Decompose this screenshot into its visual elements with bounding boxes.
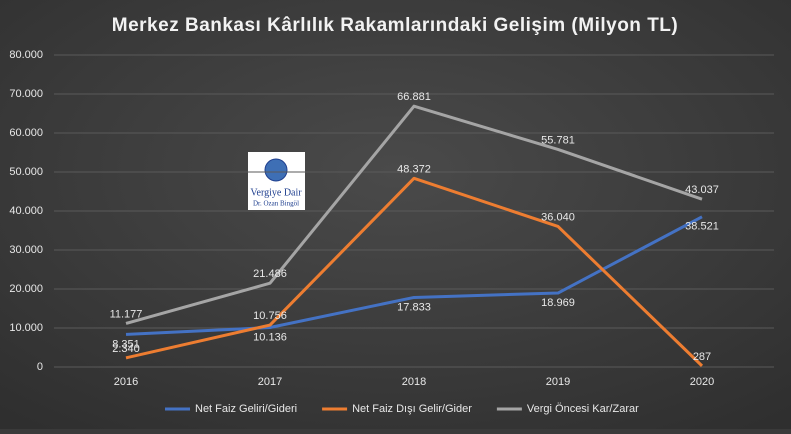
data-label: 66.881 — [397, 91, 431, 103]
y-tick-label: 0 — [37, 361, 43, 373]
y-tick-label: 70.000 — [9, 88, 43, 100]
data-label: 36.040 — [541, 211, 575, 223]
y-tick-label: 80.000 — [9, 49, 43, 61]
data-label: 21.486 — [253, 268, 287, 280]
legend-label: Net Faiz Geliri/Gideri — [195, 403, 297, 415]
data-label: 17.833 — [397, 301, 431, 313]
y-tick-label: 40.000 — [9, 205, 43, 217]
series-line — [125, 215, 703, 336]
data-label: 11.177 — [110, 308, 143, 320]
y-tick-label: 10.000 — [9, 322, 43, 334]
data-label: 2.340 — [112, 343, 140, 355]
data-label: 43.037 — [685, 184, 719, 196]
x-tick-label: 2016 — [114, 376, 138, 388]
x-tick-label: 2017 — [258, 376, 282, 388]
data-label: 55.781 — [541, 134, 575, 146]
logo-text: Dr. Ozan Bingöl — [253, 200, 299, 208]
y-tick-label: 20.000 — [9, 283, 43, 295]
x-tick-label: 2018 — [402, 376, 426, 388]
data-label: 287 — [693, 351, 711, 363]
logo-globe — [264, 158, 288, 182]
y-tick-label: 30.000 — [9, 244, 43, 256]
legend-label: Net Faiz Dışı Gelir/Gider — [352, 403, 472, 415]
series-line — [125, 176, 704, 367]
data-label: 10.756 — [253, 310, 287, 322]
data-label: 8.351 — [112, 338, 140, 350]
data-label: 48.372 — [397, 163, 431, 175]
series-line — [125, 104, 703, 325]
y-tick-label: 60.000 — [9, 127, 43, 139]
legend-label: Vergi Öncesi Kar/Zarar — [527, 403, 639, 415]
y-tick-label: 50.000 — [9, 166, 43, 178]
data-label: 10.136 — [253, 331, 287, 343]
x-tick-label: 2019 — [546, 376, 570, 388]
chart-title: Merkez Bankası Kârlılık Rakamlarındaki G… — [112, 15, 678, 36]
data-label: 18.969 — [541, 297, 575, 309]
x-tick-label: 2020 — [690, 376, 714, 388]
logo-text: Vergiye Dair — [250, 187, 302, 198]
logo: Vergiye Dair Dr. Ozan Bingöl — [248, 152, 305, 210]
data-label: 38.521 — [685, 221, 719, 233]
